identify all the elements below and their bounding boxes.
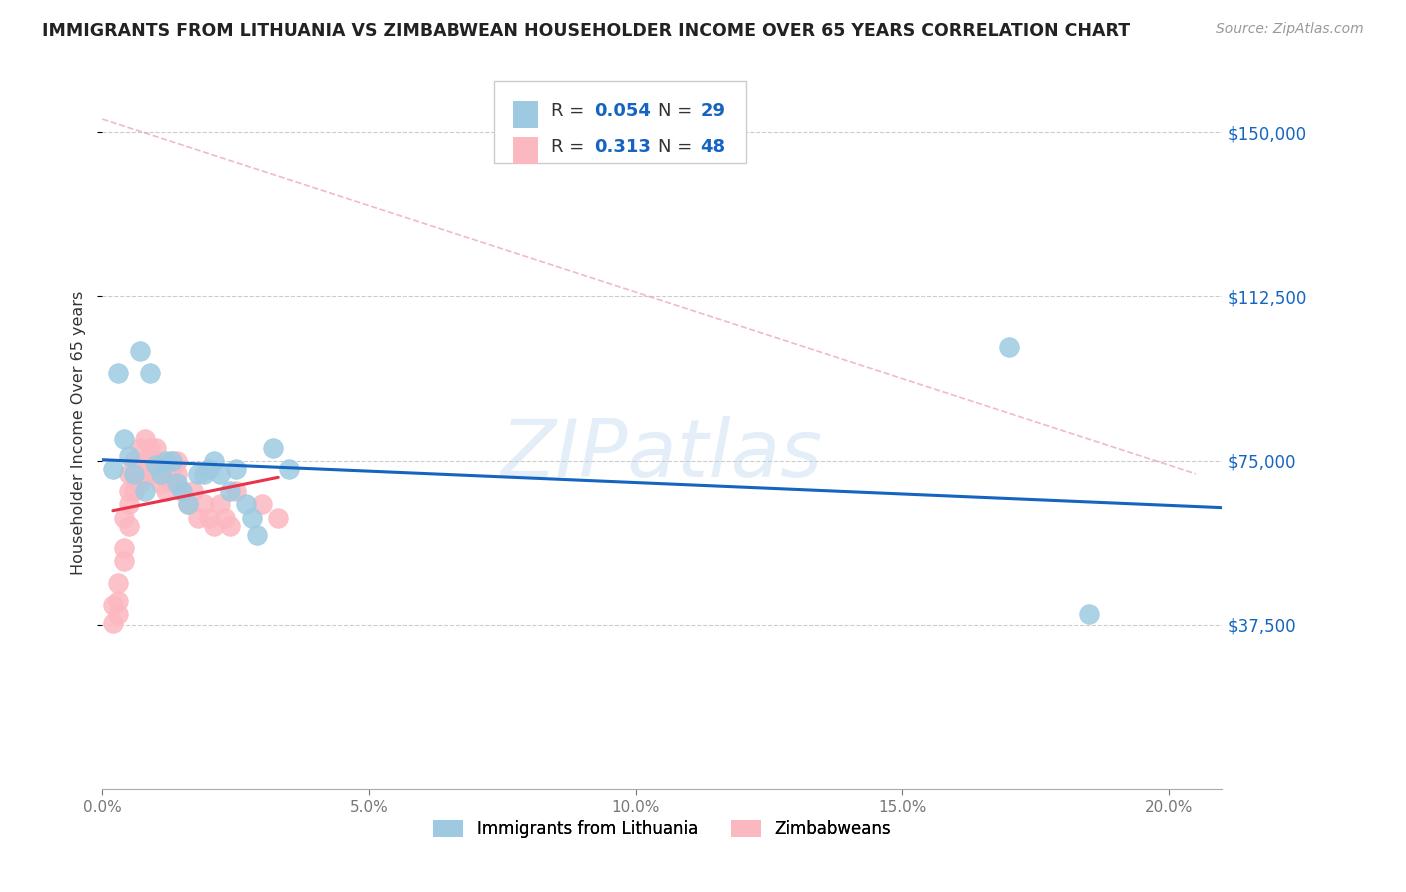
- Point: [193, 498, 215, 512]
- Point: [214, 510, 236, 524]
- Point: [172, 484, 194, 499]
- Point: [202, 453, 225, 467]
- Point: [145, 467, 167, 481]
- Point: [1078, 607, 1101, 621]
- Point: [107, 594, 129, 608]
- Point: [160, 462, 183, 476]
- Text: 29: 29: [700, 102, 725, 120]
- Text: 0.054: 0.054: [593, 102, 651, 120]
- Point: [128, 344, 150, 359]
- Point: [181, 484, 204, 499]
- Text: R =: R =: [551, 102, 591, 120]
- Point: [240, 510, 263, 524]
- Point: [155, 467, 177, 481]
- Point: [122, 467, 145, 481]
- Point: [107, 576, 129, 591]
- Point: [208, 467, 231, 481]
- Point: [134, 432, 156, 446]
- Point: [219, 484, 242, 499]
- FancyBboxPatch shape: [513, 101, 538, 128]
- Text: Source: ZipAtlas.com: Source: ZipAtlas.com: [1216, 22, 1364, 37]
- Point: [122, 484, 145, 499]
- Point: [107, 366, 129, 380]
- Point: [134, 484, 156, 499]
- Point: [225, 484, 247, 499]
- Point: [112, 432, 135, 446]
- Point: [202, 519, 225, 533]
- Point: [160, 475, 183, 490]
- Point: [219, 519, 242, 533]
- Point: [118, 467, 141, 481]
- Point: [139, 467, 162, 481]
- Point: [187, 510, 209, 524]
- Point: [122, 467, 145, 481]
- Text: IMMIGRANTS FROM LITHUANIA VS ZIMBABWEAN HOUSEHOLDER INCOME OVER 65 YEARS CORRELA: IMMIGRANTS FROM LITHUANIA VS ZIMBABWEAN …: [42, 22, 1130, 40]
- Point: [277, 462, 299, 476]
- Point: [160, 453, 183, 467]
- Point: [252, 498, 274, 512]
- Point: [101, 598, 124, 612]
- Text: 0.313: 0.313: [593, 137, 651, 156]
- Point: [122, 453, 145, 467]
- Point: [101, 615, 124, 630]
- Point: [166, 453, 188, 467]
- Point: [128, 475, 150, 490]
- Point: [187, 467, 209, 481]
- Point: [155, 453, 177, 467]
- Text: 48: 48: [700, 137, 725, 156]
- Point: [246, 528, 269, 542]
- Y-axis label: Householder Income Over 65 years: Householder Income Over 65 years: [72, 291, 86, 575]
- Point: [134, 453, 156, 467]
- Point: [145, 441, 167, 455]
- Point: [139, 453, 162, 467]
- Text: N =: N =: [658, 102, 697, 120]
- Point: [998, 340, 1021, 354]
- Point: [139, 366, 162, 380]
- Point: [112, 510, 135, 524]
- Point: [235, 498, 257, 512]
- Legend: Immigrants from Lithuania, Zimbabweans: Immigrants from Lithuania, Zimbabweans: [426, 814, 898, 845]
- Point: [112, 554, 135, 568]
- Point: [176, 498, 198, 512]
- FancyBboxPatch shape: [513, 136, 538, 164]
- Point: [145, 453, 167, 467]
- Point: [208, 498, 231, 512]
- Point: [198, 462, 221, 476]
- Point: [118, 519, 141, 533]
- Text: N =: N =: [658, 137, 697, 156]
- Point: [118, 498, 141, 512]
- Point: [193, 467, 215, 481]
- Point: [139, 441, 162, 455]
- Point: [155, 484, 177, 499]
- Point: [107, 607, 129, 621]
- Point: [118, 484, 141, 499]
- Point: [166, 475, 188, 490]
- Point: [128, 441, 150, 455]
- Point: [166, 467, 188, 481]
- Point: [149, 475, 172, 490]
- Point: [225, 462, 247, 476]
- Point: [145, 458, 167, 472]
- Point: [160, 453, 183, 467]
- Point: [149, 462, 172, 476]
- Point: [267, 510, 290, 524]
- Text: R =: R =: [551, 137, 591, 156]
- Point: [262, 441, 284, 455]
- Point: [149, 467, 172, 481]
- Point: [134, 467, 156, 481]
- Point: [118, 450, 141, 464]
- Point: [176, 498, 198, 512]
- Point: [172, 484, 194, 499]
- Point: [101, 462, 124, 476]
- Text: ZIPatlas: ZIPatlas: [502, 416, 824, 493]
- FancyBboxPatch shape: [495, 81, 747, 163]
- Point: [198, 510, 221, 524]
- Point: [112, 541, 135, 556]
